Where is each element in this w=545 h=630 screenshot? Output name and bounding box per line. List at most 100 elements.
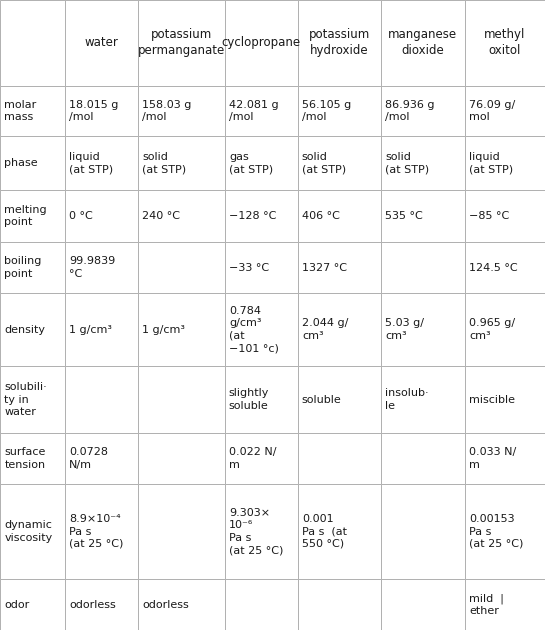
Text: 0.00153
Pa s
(at 25 °C): 0.00153 Pa s (at 25 °C) (469, 514, 523, 549)
Bar (225, 484, 298, 580)
Bar (298, 190, 381, 243)
Text: odor: odor (4, 600, 29, 610)
Text: 2.044 g/
cm³: 2.044 g/ cm³ (302, 318, 348, 341)
Text: liquid
(at STP): liquid (at STP) (469, 152, 513, 175)
Bar (0, 190, 65, 243)
Text: 0.001
Pa s  (at
550 °C): 0.001 Pa s (at 550 °C) (302, 514, 347, 549)
Text: 99.9839
°C: 99.9839 °C (69, 256, 116, 279)
Bar (381, 293, 464, 366)
Bar (0, 433, 65, 484)
Bar (298, 580, 381, 630)
Text: melting
point: melting point (4, 205, 47, 227)
Text: manganese
dioxide: manganese dioxide (388, 28, 457, 57)
Bar (298, 293, 381, 366)
Text: insolub·
le: insolub· le (385, 389, 429, 411)
Bar (138, 580, 225, 630)
Bar (225, 243, 298, 293)
Bar (381, 190, 464, 243)
Bar (298, 366, 381, 433)
Bar (381, 0, 464, 86)
Text: solid
(at STP): solid (at STP) (142, 152, 186, 175)
Text: 76.09 g/
mol: 76.09 g/ mol (469, 100, 515, 122)
Text: mild  |
ether: mild | ether (469, 593, 504, 616)
Text: 124.5 °C: 124.5 °C (469, 263, 518, 273)
Text: 0.965 g/
cm³: 0.965 g/ cm³ (469, 318, 515, 341)
Bar (0, 137, 65, 190)
Text: density: density (4, 324, 45, 335)
Text: −128 °C: −128 °C (229, 211, 276, 221)
Bar (381, 137, 464, 190)
Bar (65, 243, 138, 293)
Text: solid
(at STP): solid (at STP) (385, 152, 429, 175)
Bar (138, 137, 225, 190)
Text: 158.03 g
/mol: 158.03 g /mol (142, 100, 192, 122)
Text: 240 °C: 240 °C (142, 211, 180, 221)
Bar (225, 366, 298, 433)
Text: potassium
permanganate: potassium permanganate (138, 28, 225, 57)
Text: 0.022 N/
m: 0.022 N/ m (229, 447, 276, 470)
Text: gas
(at STP): gas (at STP) (229, 152, 273, 175)
Bar (464, 86, 545, 137)
Bar (381, 433, 464, 484)
Bar (298, 0, 381, 86)
Text: water: water (84, 37, 118, 49)
Bar (225, 580, 298, 630)
Text: odorless: odorless (142, 600, 189, 610)
Text: 0.033 N/
m: 0.033 N/ m (469, 447, 516, 470)
Bar (381, 86, 464, 137)
Bar (65, 580, 138, 630)
Bar (138, 190, 225, 243)
Text: miscible: miscible (469, 394, 515, 404)
Text: 42.081 g
/mol: 42.081 g /mol (229, 100, 278, 122)
Text: 0.784
g/cm³
(at
−101 °c): 0.784 g/cm³ (at −101 °c) (229, 306, 279, 353)
Bar (65, 0, 138, 86)
Text: 406 °C: 406 °C (302, 211, 340, 221)
Text: potassium
hydroxide: potassium hydroxide (308, 28, 370, 57)
Text: −33 °C: −33 °C (229, 263, 269, 273)
Bar (138, 293, 225, 366)
Bar (0, 293, 65, 366)
Bar (298, 86, 381, 137)
Bar (381, 580, 464, 630)
Text: 9.303×
10⁻⁶
Pa s
(at 25 °C): 9.303× 10⁻⁶ Pa s (at 25 °C) (229, 508, 283, 555)
Text: 18.015 g
/mol: 18.015 g /mol (69, 100, 119, 122)
Text: phase: phase (4, 158, 38, 168)
Bar (225, 137, 298, 190)
Text: 86.936 g
/mol: 86.936 g /mol (385, 100, 435, 122)
Bar (464, 243, 545, 293)
Bar (225, 0, 298, 86)
Bar (65, 293, 138, 366)
Text: 1 g/cm³: 1 g/cm³ (69, 324, 112, 335)
Bar (298, 433, 381, 484)
Bar (298, 137, 381, 190)
Bar (0, 86, 65, 137)
Text: solid
(at STP): solid (at STP) (302, 152, 346, 175)
Text: odorless: odorless (69, 600, 116, 610)
Bar (225, 293, 298, 366)
Bar (464, 190, 545, 243)
Bar (464, 433, 545, 484)
Bar (138, 366, 225, 433)
Bar (138, 484, 225, 580)
Text: liquid
(at STP): liquid (at STP) (69, 152, 113, 175)
Bar (0, 243, 65, 293)
Text: dynamic
viscosity: dynamic viscosity (4, 520, 53, 543)
Bar (381, 484, 464, 580)
Bar (464, 580, 545, 630)
Bar (65, 366, 138, 433)
Text: slightly
soluble: slightly soluble (229, 389, 269, 411)
Bar (464, 293, 545, 366)
Bar (65, 86, 138, 137)
Text: 8.9×10⁻⁴
Pa s
(at 25 °C): 8.9×10⁻⁴ Pa s (at 25 °C) (69, 514, 124, 549)
Text: 56.105 g
/mol: 56.105 g /mol (302, 100, 351, 122)
Text: solubili·
ty in
water: solubili· ty in water (4, 382, 47, 417)
Bar (381, 366, 464, 433)
Bar (138, 86, 225, 137)
Bar (464, 137, 545, 190)
Bar (138, 243, 225, 293)
Bar (225, 433, 298, 484)
Text: 1 g/cm³: 1 g/cm³ (142, 324, 185, 335)
Bar (225, 86, 298, 137)
Bar (381, 243, 464, 293)
Text: 5.03 g/
cm³: 5.03 g/ cm³ (385, 318, 425, 341)
